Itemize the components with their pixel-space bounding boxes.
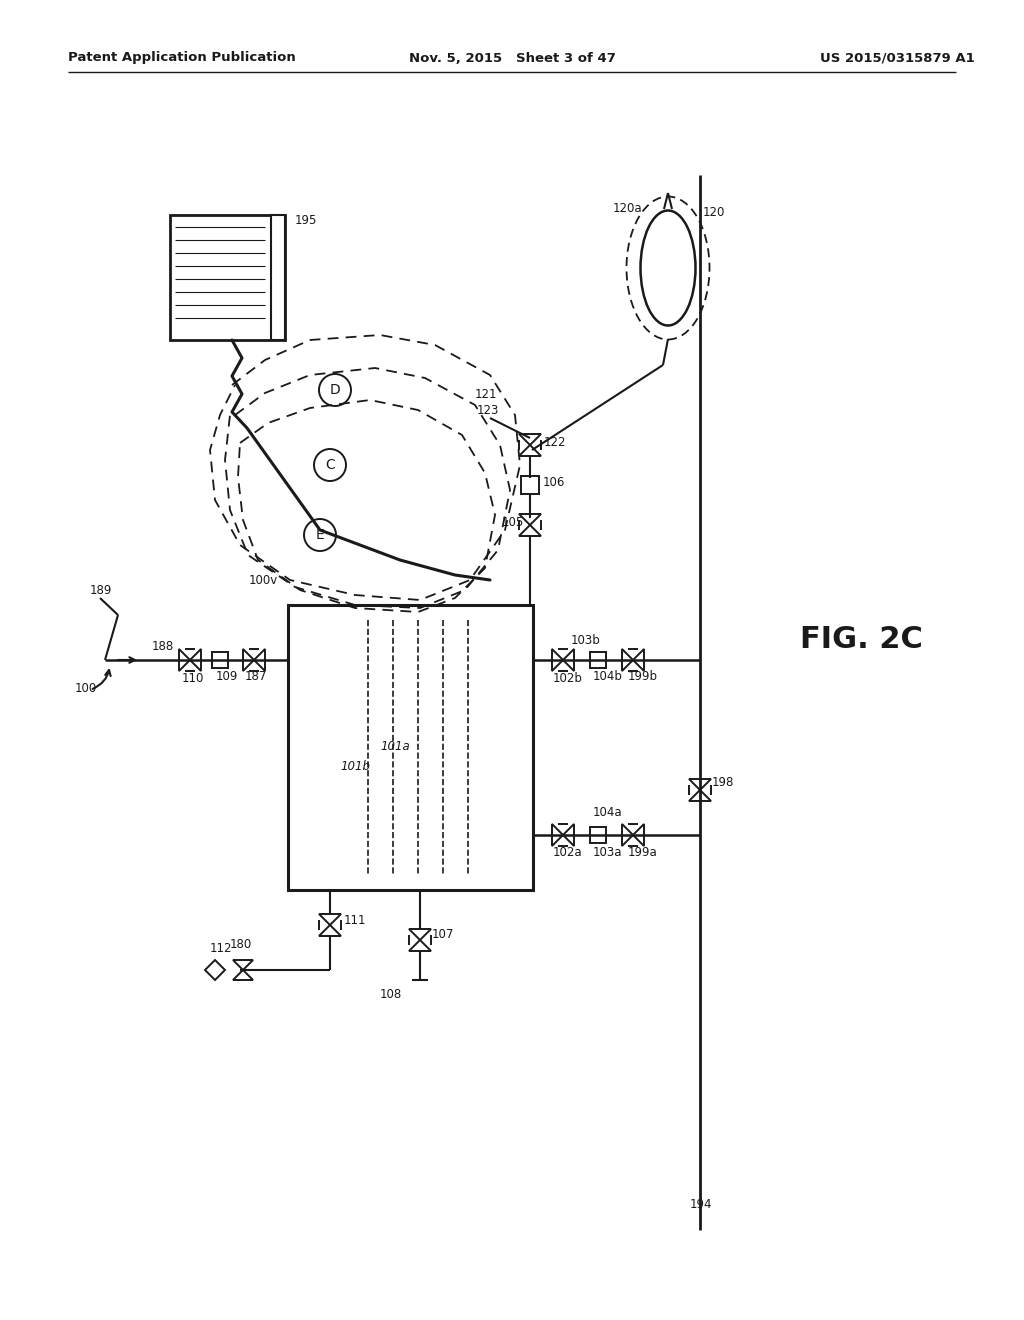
Text: 102b: 102b (553, 672, 583, 685)
Text: 104a: 104a (593, 807, 623, 820)
Text: 103b: 103b (571, 634, 601, 647)
Text: 120: 120 (703, 206, 725, 219)
Polygon shape (689, 789, 711, 801)
Bar (590, 828, 606, 843)
Text: Nov. 5, 2015   Sheet 3 of 47: Nov. 5, 2015 Sheet 3 of 47 (409, 51, 615, 65)
Polygon shape (622, 649, 633, 671)
Text: 109: 109 (216, 671, 239, 684)
Text: 199a: 199a (628, 846, 657, 858)
Bar (288, 605, 534, 890)
Polygon shape (689, 779, 711, 789)
Text: 180: 180 (230, 939, 252, 952)
Text: 108: 108 (380, 989, 402, 1002)
Text: 100v: 100v (249, 573, 278, 586)
Text: 111: 111 (344, 913, 367, 927)
Text: 107: 107 (432, 928, 455, 941)
Polygon shape (254, 649, 265, 671)
Text: 110: 110 (182, 672, 205, 685)
Polygon shape (179, 649, 190, 671)
Text: 101b: 101b (340, 760, 370, 774)
Polygon shape (409, 940, 431, 950)
Polygon shape (563, 824, 574, 846)
Text: Patent Application Publication: Patent Application Publication (68, 51, 296, 65)
Polygon shape (552, 649, 563, 671)
Bar (170, 215, 285, 341)
Polygon shape (205, 960, 225, 979)
Polygon shape (319, 913, 341, 925)
Text: 188: 188 (152, 639, 174, 652)
Text: 194: 194 (690, 1199, 713, 1212)
Text: 112: 112 (210, 941, 232, 954)
Text: 187: 187 (245, 671, 267, 684)
Text: 100: 100 (75, 681, 97, 694)
Polygon shape (563, 649, 574, 671)
Bar (212, 652, 228, 668)
Text: 199b: 199b (628, 671, 658, 684)
Polygon shape (622, 824, 633, 846)
Text: D: D (330, 383, 340, 397)
Polygon shape (519, 513, 541, 525)
Text: 104b: 104b (593, 671, 623, 684)
Text: 189: 189 (90, 583, 113, 597)
Polygon shape (519, 445, 541, 455)
Polygon shape (519, 525, 541, 536)
Text: US 2015/0315879 A1: US 2015/0315879 A1 (820, 51, 975, 65)
Text: E: E (315, 528, 325, 543)
Text: 101a: 101a (380, 741, 410, 754)
Bar (271, 215, 285, 341)
Text: 122: 122 (544, 437, 566, 450)
Polygon shape (233, 970, 253, 979)
Text: 120a: 120a (613, 202, 643, 214)
Text: 121: 121 (475, 388, 498, 401)
Text: 103a: 103a (593, 846, 623, 858)
Polygon shape (243, 649, 254, 671)
Text: 106: 106 (543, 477, 565, 490)
Polygon shape (633, 649, 644, 671)
Text: C: C (326, 458, 335, 473)
Polygon shape (233, 960, 253, 970)
Text: 198: 198 (712, 776, 734, 788)
Polygon shape (519, 434, 541, 445)
Polygon shape (319, 925, 341, 936)
Text: 105: 105 (502, 516, 524, 528)
Text: FIG. 2C: FIG. 2C (800, 626, 923, 655)
Bar (590, 652, 606, 668)
Text: 195: 195 (295, 214, 317, 227)
Polygon shape (409, 929, 431, 940)
Bar (521, 477, 539, 494)
Polygon shape (552, 824, 563, 846)
Polygon shape (633, 824, 644, 846)
Text: 102a: 102a (553, 846, 583, 859)
Text: 123: 123 (477, 404, 500, 417)
Polygon shape (190, 649, 201, 671)
